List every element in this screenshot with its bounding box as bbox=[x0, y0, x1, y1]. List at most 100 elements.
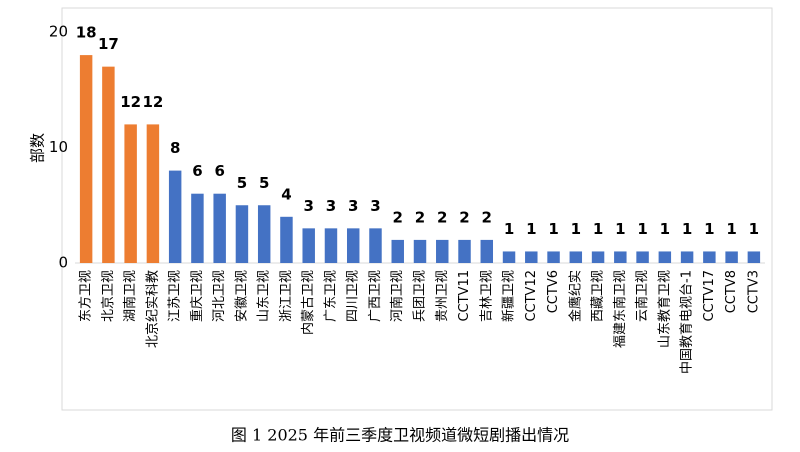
bar bbox=[369, 228, 382, 263]
x-tick-label: 山东卫视 bbox=[257, 270, 272, 322]
y-axis-label: 部数 bbox=[29, 133, 47, 163]
x-tick-label: 兵团卫视 bbox=[413, 270, 428, 322]
bar bbox=[102, 66, 115, 264]
value-label: 1 bbox=[704, 220, 714, 238]
x-tick-label: 福建东南卫视 bbox=[612, 270, 628, 348]
value-label: 1 bbox=[548, 220, 558, 238]
x-tick-label: 吉林卫视 bbox=[479, 270, 494, 322]
x-tick-label: 四川卫视 bbox=[346, 270, 361, 322]
value-label: 3 bbox=[370, 197, 380, 215]
bar bbox=[569, 251, 583, 263]
chart-border bbox=[61, 7, 773, 411]
value-label: 2 bbox=[393, 208, 403, 226]
x-tick-label: 内蒙古卫视 bbox=[300, 270, 316, 335]
bar bbox=[703, 251, 716, 263]
value-label: 3 bbox=[348, 197, 358, 215]
value-label: 1 bbox=[637, 220, 647, 238]
bar bbox=[346, 228, 360, 263]
bar bbox=[235, 205, 249, 263]
value-label: 2 bbox=[437, 208, 447, 226]
value-label: 3 bbox=[303, 197, 313, 215]
bar bbox=[79, 55, 93, 263]
x-tick-label: 山东教育卫视 bbox=[656, 270, 672, 348]
x-tick-label: 西藏卫视 bbox=[591, 270, 606, 322]
bar bbox=[436, 239, 449, 263]
bar bbox=[213, 193, 226, 263]
value-label: 1 bbox=[749, 220, 759, 238]
x-tick-label: 江苏卫视 bbox=[167, 270, 183, 322]
bar bbox=[591, 251, 605, 263]
x-tick-label: 安徽卫视 bbox=[234, 270, 249, 322]
bar bbox=[257, 205, 271, 263]
value-label: 12 bbox=[142, 93, 163, 111]
x-tick-label: CCTV3 bbox=[746, 270, 761, 313]
x-tick-label: 金鹰纪实 bbox=[567, 270, 583, 322]
bar bbox=[146, 124, 160, 264]
value-label: 4 bbox=[281, 185, 291, 203]
x-tick-label: 贵州卫视 bbox=[435, 270, 450, 322]
bar bbox=[280, 216, 293, 263]
value-label: 2 bbox=[482, 208, 492, 226]
bar bbox=[680, 251, 694, 263]
x-tick-label: CCTV8 bbox=[724, 270, 739, 313]
x-tick-label: 新疆卫视 bbox=[501, 270, 517, 322]
bar bbox=[525, 251, 538, 263]
x-tick-label: 河北卫视 bbox=[212, 270, 227, 322]
value-label: 1 bbox=[660, 220, 670, 238]
value-label: 17 bbox=[98, 35, 119, 53]
bar bbox=[502, 251, 516, 263]
value-label: 2 bbox=[415, 208, 425, 226]
value-label: 1 bbox=[615, 220, 625, 238]
x-tick-label: CCTV11 bbox=[457, 270, 472, 322]
value-label: 18 bbox=[76, 24, 97, 42]
bar bbox=[413, 239, 427, 263]
x-tick-label: 广东卫视 bbox=[323, 270, 338, 322]
bar bbox=[302, 228, 315, 263]
value-label: 2 bbox=[459, 208, 469, 226]
bar bbox=[658, 251, 672, 263]
value-label: 3 bbox=[326, 197, 336, 215]
x-tick-label: CCTV17 bbox=[702, 270, 717, 322]
bar bbox=[324, 228, 338, 263]
x-tick-label: 河南卫视 bbox=[389, 270, 405, 322]
x-tick-label: 北京卫视 bbox=[101, 270, 116, 322]
bar bbox=[391, 239, 404, 263]
bar bbox=[547, 251, 560, 263]
y-tick-label: 0 bbox=[58, 254, 68, 272]
x-tick-label: 广西卫视 bbox=[368, 270, 383, 322]
bar bbox=[191, 193, 204, 263]
value-label: 5 bbox=[259, 174, 269, 192]
x-tick-label: CCTV6 bbox=[546, 270, 561, 313]
x-tick-label: 北京纪实科教 bbox=[144, 270, 160, 348]
value-label: 8 bbox=[170, 139, 180, 157]
value-label: 1 bbox=[504, 220, 514, 238]
value-label: 1 bbox=[593, 220, 603, 238]
x-tick-label: 云南卫视 bbox=[634, 270, 650, 322]
value-label: 12 bbox=[120, 93, 141, 111]
value-label: 1 bbox=[726, 220, 736, 238]
x-tick-label: 湖南卫视 bbox=[122, 270, 138, 322]
bar bbox=[747, 251, 761, 263]
caption: 图 1 2025 年前三季度卫视频道微短剧播出情况 bbox=[231, 426, 569, 445]
bar bbox=[614, 251, 627, 263]
bar bbox=[725, 251, 738, 263]
y-tick-label: 20 bbox=[49, 23, 68, 41]
value-label: 6 bbox=[192, 162, 202, 180]
bar bbox=[168, 170, 182, 263]
x-tick-label: 浙江卫视 bbox=[279, 270, 294, 322]
bar bbox=[458, 239, 471, 263]
x-tick-label: 东方卫视 bbox=[78, 270, 94, 322]
value-label: 1 bbox=[571, 220, 581, 238]
value-label: 6 bbox=[214, 162, 224, 180]
value-label: 1 bbox=[682, 220, 692, 238]
bar bbox=[636, 251, 649, 263]
x-tick-label: 重庆卫视 bbox=[189, 270, 205, 322]
x-tick-label: 中国教育电视台-1 bbox=[679, 270, 695, 374]
y-tick-label: 10 bbox=[49, 138, 68, 156]
value-label: 5 bbox=[237, 174, 247, 192]
x-tick-label: CCTV12 bbox=[524, 270, 539, 322]
bar bbox=[124, 124, 137, 264]
value-label: 1 bbox=[526, 220, 536, 238]
